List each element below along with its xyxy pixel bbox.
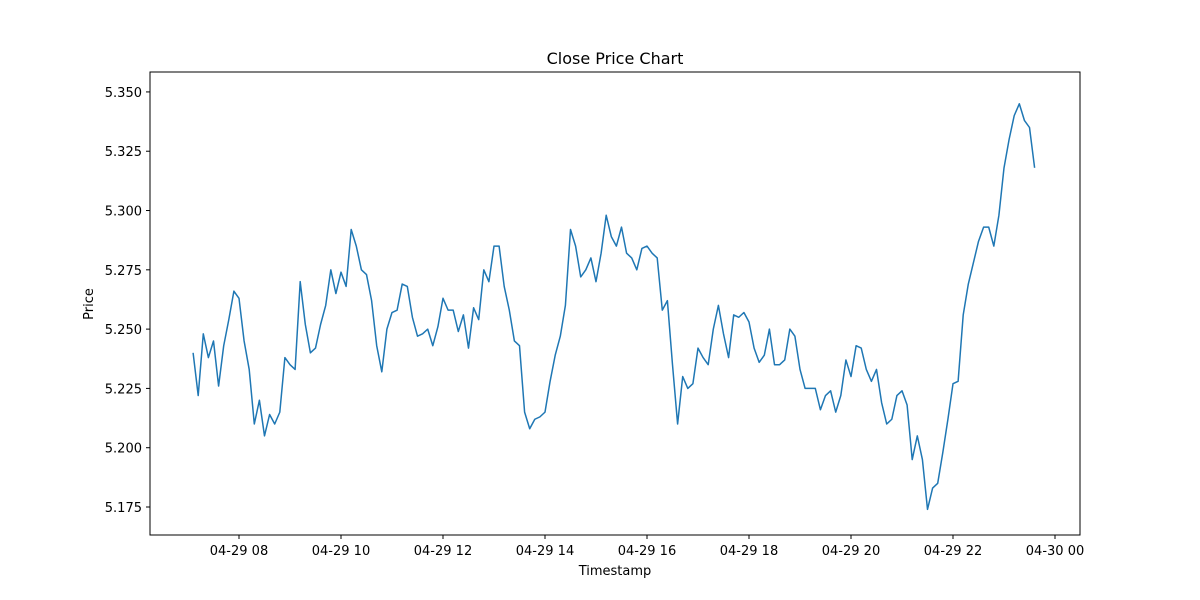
y-axis-label: Price — [82, 288, 97, 320]
y-tick-label: 5.200 — [105, 442, 142, 457]
x-tick-label: 04-29 10 — [312, 544, 370, 559]
x-tick-label: 04-30 00 — [1026, 544, 1084, 559]
y-tick-label: 5.175 — [105, 501, 142, 516]
y-tick-label: 5.325 — [105, 145, 142, 160]
y-tick-label: 5.350 — [105, 86, 142, 101]
y-tick-label: 5.275 — [105, 264, 142, 279]
y-tick-label: 5.300 — [105, 205, 142, 220]
x-tick-label: 04-29 14 — [516, 544, 574, 559]
plot-frame — [149, 71, 1081, 536]
x-tick-label: 04-29 12 — [414, 544, 472, 559]
y-tick-label: 5.225 — [105, 382, 142, 397]
x-tick-label: 04-29 16 — [618, 544, 676, 559]
price-line — [192, 103, 1036, 511]
y-tick-label: 5.250 — [105, 323, 142, 338]
x-axis-label: Timestamp — [578, 564, 652, 579]
x-tick-label: 04-29 20 — [822, 544, 880, 559]
x-tick-label: 04-29 18 — [720, 544, 778, 559]
x-tick-label: 04-29 22 — [924, 544, 982, 559]
x-tick-label: 04-29 08 — [210, 544, 268, 559]
chart-title: Close Price Chart — [547, 49, 684, 68]
